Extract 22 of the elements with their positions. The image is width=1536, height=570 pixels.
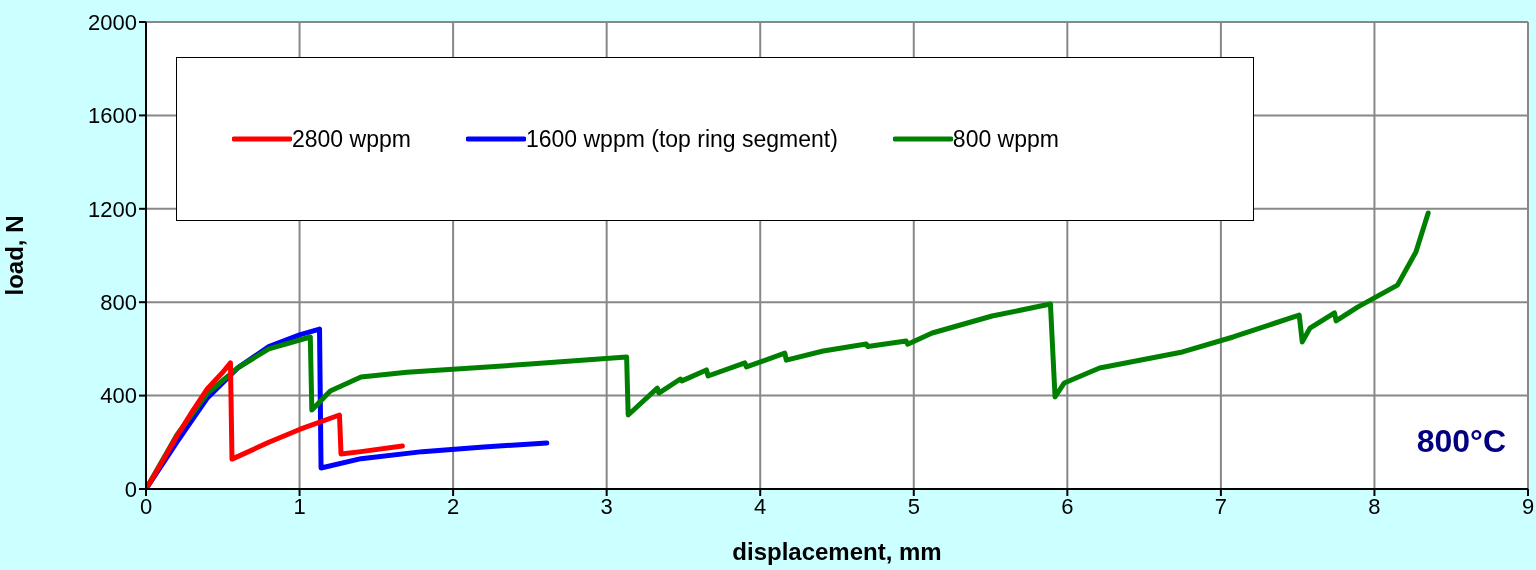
x-tick-label: 9	[1521, 493, 1535, 519]
x-axis-title: displacement, mm	[732, 538, 942, 565]
x-tick-label: 8	[1368, 493, 1381, 519]
x-tick-label: 2	[446, 493, 460, 519]
annotation: 800°C	[1416, 423, 1506, 460]
x-tick-label: 4	[754, 493, 767, 519]
x-tick-label: 1	[293, 493, 306, 519]
y-tick-label: 0	[124, 476, 137, 502]
y-tick-label: 2000	[88, 9, 137, 35]
y-tick-label: 800	[100, 290, 137, 316]
legend-label: 1600 wppm (top ring segment)	[525, 125, 838, 153]
x-tick-label: 0	[139, 493, 153, 519]
legend-label: 800 wppm	[952, 125, 1059, 153]
y-tick-label: 1600	[88, 103, 137, 129]
y-tick-label: 1200	[88, 196, 137, 222]
y-tick-label: 400	[100, 383, 137, 409]
x-tick-label: 3	[600, 493, 613, 519]
x-tick-label: 6	[1061, 493, 1074, 519]
y-axis-title: load, N	[0, 215, 28, 296]
x-tick-label: 5	[907, 493, 920, 519]
legend-label: 2800 wppm	[292, 125, 411, 153]
x-tick-label: 7	[1214, 493, 1228, 519]
